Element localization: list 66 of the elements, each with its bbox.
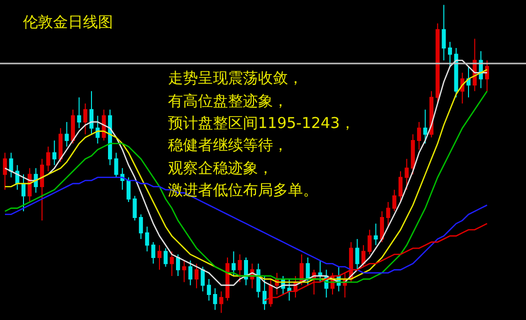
candlestick xyxy=(138,214,143,240)
candlestick xyxy=(355,238,360,270)
candlestick xyxy=(58,128,63,162)
candlestick xyxy=(77,96,82,129)
candlestick xyxy=(2,152,7,190)
candlestick xyxy=(157,244,162,270)
candlestick xyxy=(287,278,292,302)
candlestick xyxy=(52,140,56,166)
candlestick xyxy=(361,244,366,268)
candlestick xyxy=(244,256,248,286)
candlestick xyxy=(485,60,490,92)
annotation: 有高位盘整迹象， xyxy=(168,92,288,110)
annotation: 预计盘整区间1195-1243， xyxy=(168,114,355,132)
candlestick xyxy=(34,168,38,194)
candlestick xyxy=(423,109,428,144)
candlestick xyxy=(404,158,409,190)
candlestick xyxy=(96,115,100,144)
candlestick xyxy=(429,90,434,138)
candlestick xyxy=(170,250,174,276)
candlestick xyxy=(442,4,446,61)
candlestick xyxy=(126,176,131,203)
candlestick xyxy=(213,288,218,310)
text: 伦敦金日线图 xyxy=(23,13,113,31)
candlestick xyxy=(436,22,440,104)
candlestick xyxy=(9,152,14,178)
candlestick xyxy=(28,168,32,203)
candlestick xyxy=(176,254,180,276)
candlestick xyxy=(89,90,94,135)
candlestick xyxy=(206,278,211,302)
candlestick xyxy=(368,229,372,255)
candlestick xyxy=(40,158,44,222)
candlestick xyxy=(188,260,192,286)
candlestick xyxy=(392,189,396,212)
candlestick xyxy=(238,254,242,283)
candlestick xyxy=(151,242,156,264)
candlestick xyxy=(417,121,422,150)
candlestick xyxy=(182,260,186,283)
candlestick xyxy=(262,275,267,310)
candlestick xyxy=(164,248,168,268)
candlestick xyxy=(374,223,378,246)
candlestick xyxy=(454,48,458,98)
candlestick xyxy=(219,290,224,314)
candlestick xyxy=(225,256,230,302)
candlestick xyxy=(114,152,118,178)
candlestick xyxy=(46,146,50,172)
candlestick xyxy=(64,121,69,148)
candlestick xyxy=(70,109,75,144)
candlestick xyxy=(194,263,199,289)
candlestick xyxy=(120,168,124,190)
candlestick xyxy=(256,263,260,298)
candlestick xyxy=(300,254,304,286)
candlestick xyxy=(398,170,403,203)
candlestick xyxy=(83,102,88,135)
candlestick xyxy=(232,250,236,276)
candlestick xyxy=(145,226,150,252)
annotation: 观察企稳迹象， xyxy=(168,159,273,177)
candlestick xyxy=(386,202,390,228)
candlestick xyxy=(132,195,137,222)
candlestick xyxy=(410,134,415,175)
annotation: 走势呈现震荡收敛， xyxy=(168,69,303,87)
annotation: 稳健者继续等待， xyxy=(168,136,288,154)
candlestick xyxy=(448,41,452,68)
candlestick xyxy=(21,174,26,212)
candlestick xyxy=(200,266,205,292)
candlestick xyxy=(466,66,471,98)
candlestick xyxy=(380,210,384,243)
